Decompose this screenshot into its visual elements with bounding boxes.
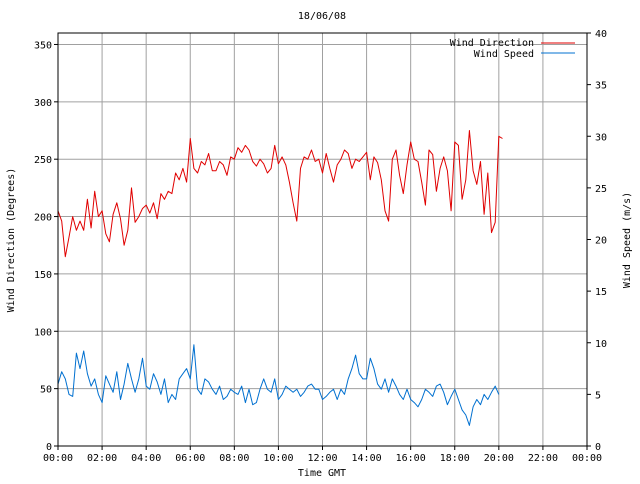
y-right-tick-label: 5 (595, 390, 601, 401)
x-tick-label: 22:00 (528, 453, 558, 464)
y-right-tick-label: 35 (595, 81, 607, 92)
y-left-tick-label: 250 (34, 155, 52, 166)
x-tick-label: 08:00 (219, 453, 249, 464)
y-left-tick-label: 150 (34, 270, 52, 281)
y-axis-label-right: Wind Speed (m/s) (622, 192, 633, 288)
legend: Wind Direction Wind Speed (450, 38, 575, 60)
y-left-tick-label: 200 (34, 213, 52, 224)
y-left-tick-label: 300 (34, 98, 52, 109)
y-right-tick-label: 30 (595, 132, 607, 143)
series-line-wind-speed (57, 344, 500, 426)
y-left-tick-label: 100 (34, 327, 52, 338)
y-left-tick-label: 350 (34, 40, 52, 51)
y-right-tick-label: 20 (595, 236, 607, 247)
x-tick-label: 20:00 (484, 453, 514, 464)
x-tick-label: 02:00 (87, 453, 117, 464)
x-tick-label: 04:00 (131, 453, 161, 464)
y-right-tick-label: 40 (595, 29, 607, 40)
x-tick-label: 00:00 (572, 453, 602, 464)
grid (58, 33, 587, 446)
x-tick-label: 14:00 (352, 453, 382, 464)
y-left-tick-label: 50 (40, 385, 52, 396)
chart-title: 18/06/08 (298, 11, 346, 22)
x-tick-label: 10:00 (263, 453, 293, 464)
y-right-tick-label: 25 (595, 184, 607, 195)
y-left-tick-label: 0 (46, 442, 52, 453)
x-tick-label: 16:00 (396, 453, 426, 464)
x-tick-label: 00:00 (43, 453, 73, 464)
axes: 00:00 02:00 04:00 06:00 08:00 10:00 12:00 14:00… (34, 29, 607, 464)
series-line-wind-direction (57, 130, 503, 258)
x-axis-label: Time GMT (298, 468, 346, 479)
legend-label-wind-direction: Wind Direction (450, 38, 534, 49)
y-axis-label-left: Wind Direction (Degrees) (6, 168, 17, 313)
x-tick-label: 06:00 (175, 453, 205, 464)
y-right-tick-label: 15 (595, 287, 607, 298)
series-group (57, 130, 503, 426)
legend-label-wind-speed: Wind Speed (474, 49, 534, 60)
x-tick-label: 12:00 (307, 453, 337, 464)
y-right-tick-label: 0 (595, 442, 601, 453)
x-tick-label: 18:00 (440, 453, 470, 464)
y-right-tick-label: 10 (595, 339, 607, 350)
